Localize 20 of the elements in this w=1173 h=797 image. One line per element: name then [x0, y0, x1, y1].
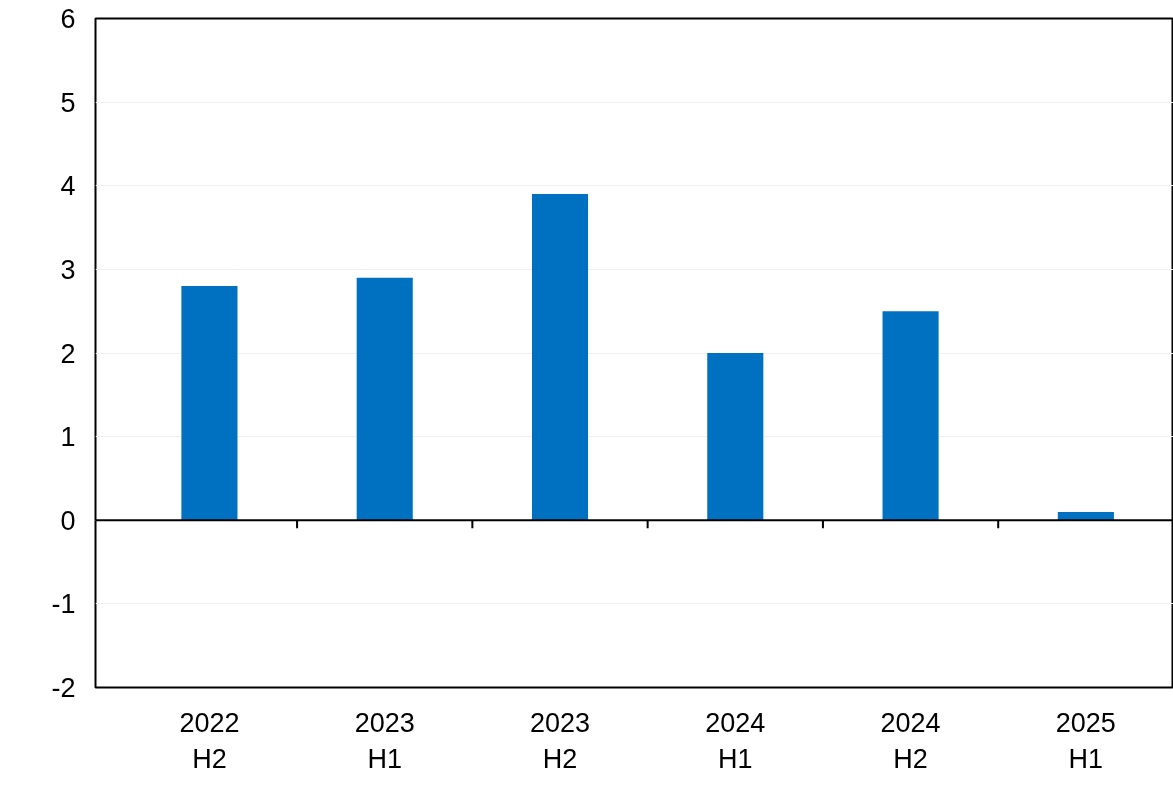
x-tick-label: 2025 H1 [1055, 707, 1116, 774]
x-tick-label: 2022 H2 [179, 707, 240, 774]
bar [707, 353, 764, 521]
y-tick-label: 0 [60, 505, 76, 536]
y-tick-label: -2 [51, 673, 76, 703]
x-tick-label: 2023 H2 [529, 707, 591, 774]
y-tick-label: 3 [60, 254, 76, 285]
y-tick-label: 2 [60, 338, 76, 369]
y-tick-label: 6 [60, 4, 76, 34]
bar [356, 277, 413, 521]
x-tick-label: 2024 H2 [880, 707, 941, 774]
y-tick-label: -1 [51, 589, 76, 620]
x-tick-label: 2024 H1 [705, 707, 766, 774]
y-tick-label: 5 [60, 87, 76, 118]
bar [181, 286, 238, 521]
y-tick-label: 1 [60, 422, 76, 453]
bar [882, 311, 939, 521]
bar [531, 194, 589, 521]
y-tick-label: 4 [60, 171, 76, 202]
x-tick-label: 2023 H1 [354, 707, 415, 774]
